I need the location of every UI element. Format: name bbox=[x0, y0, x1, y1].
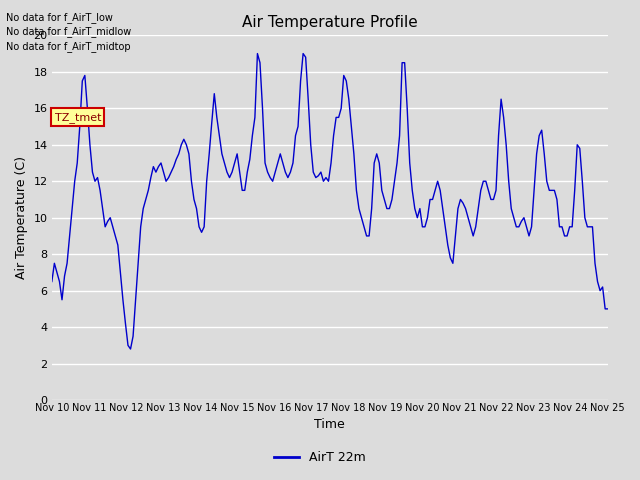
X-axis label: Time: Time bbox=[314, 419, 345, 432]
Y-axis label: Air Temperature (C): Air Temperature (C) bbox=[15, 156, 28, 279]
Title: Air Temperature Profile: Air Temperature Profile bbox=[242, 15, 418, 30]
Text: No data for f_AirT_midtop: No data for f_AirT_midtop bbox=[6, 41, 131, 52]
Text: TZ_tmet: TZ_tmet bbox=[54, 112, 101, 122]
Text: No data for f_AirT_midlow: No data for f_AirT_midlow bbox=[6, 26, 132, 37]
Legend: AirT 22m: AirT 22m bbox=[269, 446, 371, 469]
Text: No data for f_AirT_low: No data for f_AirT_low bbox=[6, 12, 113, 23]
